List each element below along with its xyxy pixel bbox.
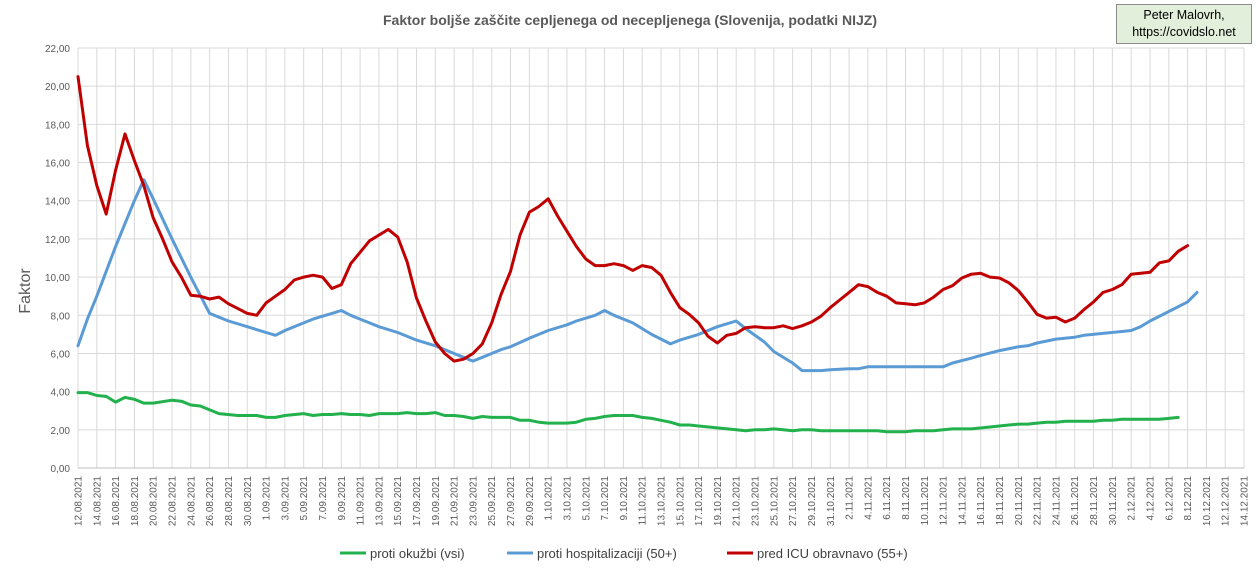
x-tick-label: 12.11.2021 (939, 476, 950, 526)
legend-label-2: proti hospitalizaciji (50+) (537, 546, 677, 561)
x-tick-label: 3.09.2021 (280, 476, 291, 521)
x-tick-label: 12.12.2021 (1221, 476, 1232, 526)
x-tick-label: 7.09.2021 (318, 476, 329, 521)
series-lines (76, 75, 1199, 434)
x-tick-label: 18.11.2021 (995, 476, 1006, 526)
x-tick-label: 28.11.2021 (1089, 476, 1100, 526)
x-tick-label: 11.10.2021 (638, 476, 649, 526)
x-tick-label: 11.09.2021 (356, 476, 367, 526)
x-tick-label: 23.10.2021 (751, 476, 762, 526)
y-tick-label: 18,00 (45, 120, 70, 131)
x-tick-label: 27.10.2021 (788, 476, 799, 526)
x-tick-label: 3.10.2021 (562, 476, 573, 521)
x-tick-label: 20.11.2021 (1014, 476, 1025, 526)
y-tick-label: 16,00 (45, 159, 70, 170)
x-tick-label: 20.08.2021 (149, 476, 160, 526)
chart-title: Faktor boljše zaščite cepljenega od nece… (383, 12, 877, 28)
y-tick-label: 6,00 (51, 349, 71, 360)
series-line-1 (76, 391, 1180, 434)
x-tick-label: 14.12.2021 (1240, 476, 1251, 526)
x-tick-label: 21.09.2021 (450, 476, 461, 526)
x-tick-label: 17.10.2021 (694, 476, 705, 526)
x-tick-label: 5.10.2021 (581, 476, 592, 521)
x-tick-label: 18.08.2021 (130, 476, 141, 526)
y-tick-label: 0,00 (51, 464, 71, 475)
x-tick-label: 7.10.2021 (600, 476, 611, 521)
x-tick-label: 9.10.2021 (619, 476, 630, 521)
x-tick-label: 22.11.2021 (1033, 476, 1044, 526)
y-tick-label: 2,00 (51, 426, 71, 437)
y-tick-label: 8,00 (51, 311, 71, 322)
x-tick-label: 13.10.2021 (657, 476, 668, 526)
x-tick-label: 24.11.2021 (1051, 476, 1062, 526)
x-axis-ticks: 12.08.2021 14.08.2021 16.08.2021 18.08.2021… (74, 476, 1251, 526)
x-tick-label: 30.08.2021 (243, 476, 254, 526)
x-tick-label: 2.11.2021 (845, 476, 856, 520)
x-tick-label: 8.11.2021 (901, 476, 912, 520)
series-line-3 (76, 75, 1190, 363)
credit-url: https://covidslo.net (1132, 25, 1236, 39)
x-tick-label: 23.09.2021 (468, 476, 479, 526)
x-tick-label: 12.08.2021 (74, 476, 85, 526)
author-credit: Peter Malovrh, https://covidslo.net (1116, 4, 1252, 44)
x-tick-label: 28.08.2021 (224, 476, 235, 526)
x-tick-label: 16.11.2021 (976, 476, 987, 526)
x-tick-label: 13.09.2021 (374, 476, 385, 526)
x-tick-label: 8.12.2021 (1183, 476, 1194, 521)
x-tick-label: 14.08.2021 (92, 476, 103, 526)
x-tick-label: 25.10.2021 (769, 476, 780, 526)
x-tick-label: 31.10.2021 (826, 476, 837, 526)
y-axis-ticks: 0,00 2,00 4,00 6,00 8,00 10,00 12,00 14,00 16,00… (45, 44, 70, 475)
legend-label-3: pred ICU obravnavo (55+) (757, 546, 908, 561)
x-tick-label: 10.12.2021 (1202, 476, 1213, 526)
x-tick-label: 22.08.2021 (168, 476, 179, 526)
x-tick-label: 6.11.2021 (882, 476, 893, 520)
y-tick-label: 4,00 (51, 388, 71, 399)
x-tick-label: 21.10.2021 (732, 476, 743, 526)
credit-author: Peter Malovrh, (1143, 8, 1225, 22)
x-tick-label: 24.08.2021 (186, 476, 197, 526)
x-tick-label: 19.09.2021 (431, 476, 442, 526)
x-tick-label: 10.11.2021 (920, 476, 931, 526)
x-tick-label: 6.12.2021 (1164, 476, 1175, 521)
y-tick-label: 14,00 (45, 197, 70, 208)
x-tick-label: 14.11.2021 (957, 476, 968, 526)
x-tick-label: 29.09.2021 (525, 476, 536, 526)
x-tick-label: 2.12.2021 (1127, 476, 1138, 521)
y-tick-label: 22,00 (45, 44, 70, 55)
x-tick-label: 1.09.2021 (262, 476, 273, 521)
x-tick-label: 25.09.2021 (487, 476, 498, 526)
x-tick-label: 15.10.2021 (675, 476, 686, 526)
x-tick-label: 29.10.2021 (807, 476, 818, 526)
y-tick-label: 20,00 (45, 82, 70, 93)
x-tick-label: 17.09.2021 (412, 476, 423, 526)
x-tick-label: 1.10.2021 (544, 476, 555, 521)
y-tick-label: 10,00 (45, 273, 70, 284)
x-tick-label: 26.08.2021 (205, 476, 216, 526)
x-tick-label: 5.09.2021 (299, 476, 310, 521)
x-tick-label: 16.08.2021 (111, 476, 122, 526)
legend: proti okužbi (vsi) proti hospitalizaciji … (340, 546, 908, 561)
x-tick-label: 4.11.2021 (863, 476, 874, 520)
x-tick-label: 27.09.2021 (506, 476, 517, 526)
x-tick-label: 9.09.2021 (337, 476, 348, 521)
series-line-2 (76, 178, 1199, 373)
x-tick-label: 4.12.2021 (1145, 476, 1156, 521)
x-tick-label: 30.11.2021 (1108, 476, 1119, 526)
gridlines (77, 47, 1245, 469)
x-tick-label: 26.11.2021 (1070, 476, 1081, 526)
y-tick-label: 12,00 (45, 235, 70, 246)
x-tick-label: 15.09.2021 (393, 476, 404, 526)
y-axis-label: Faktor (17, 268, 34, 314)
legend-label-1: proti okužbi (vsi) (370, 546, 465, 561)
x-tick-label: 19.10.2021 (713, 476, 724, 526)
